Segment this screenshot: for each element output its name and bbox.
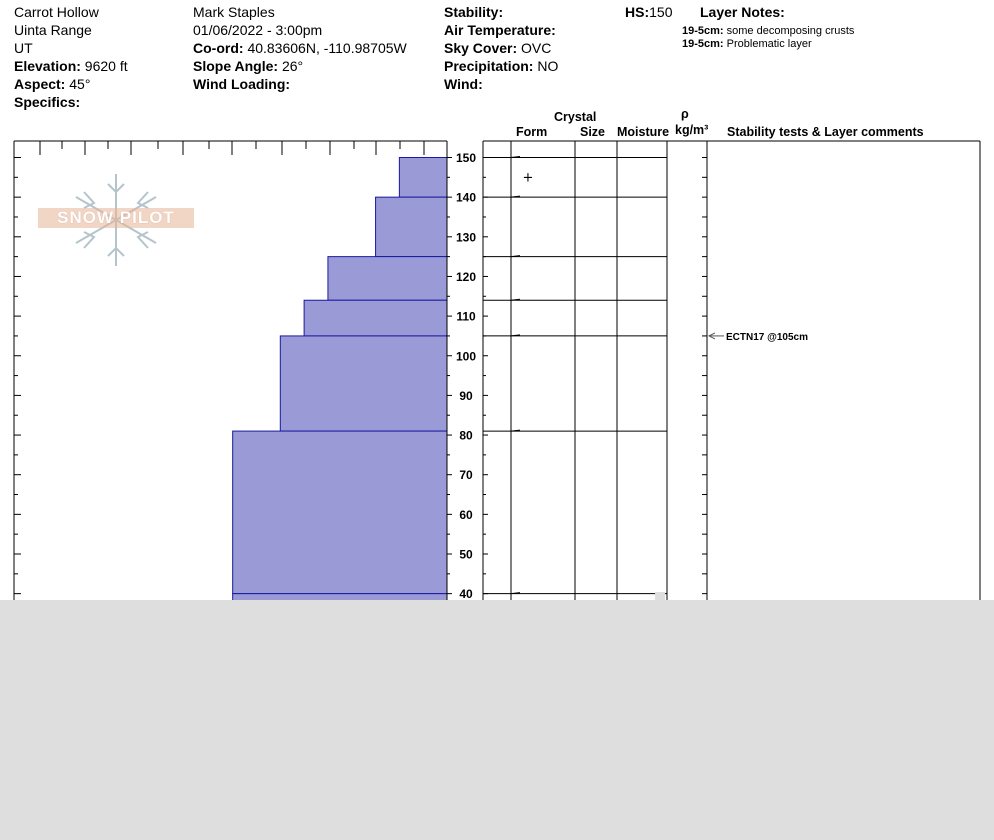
slope-angle: Slope Angle: 26° <box>193 58 304 74</box>
location-name: Carrot Hollow <box>14 4 99 20</box>
depth-tick-label: 110 <box>456 310 476 324</box>
stability-test-label: ECTN17 @105cm <box>726 332 808 343</box>
depth-tick-label: 50 <box>459 548 473 562</box>
depth-tick-label: 150 <box>456 151 476 165</box>
layer-boundary-connector <box>510 156 521 158</box>
depth-tick-label: 100 <box>456 349 476 363</box>
density-unit: kg/m³ <box>675 123 709 137</box>
wind: Wind: <box>444 76 483 92</box>
density-symbol: ρ <box>681 107 689 121</box>
elevation: Elevation: 9620 ft <box>14 58 128 74</box>
layer-boundary-connector <box>510 255 521 258</box>
hardness-profile-chart: 150 140 130 120 110 100 90 80 70 60 50 40 + ECTN17 @1… <box>13 140 981 600</box>
layer-boundary-connector <box>510 334 521 337</box>
depth-tick-label: 60 <box>459 508 473 522</box>
layer-note: 19-5cm: Problematic layer <box>682 38 812 50</box>
depth-tick-label: 80 <box>459 429 473 443</box>
crystal-heading: Crystal <box>554 110 597 124</box>
stability-test-arrowhead <box>707 332 716 340</box>
crystal-form-mark: + <box>523 170 534 185</box>
hardness-bar <box>232 430 448 595</box>
moisture-heading: Moisture <box>617 125 670 139</box>
hardness-bar <box>232 593 448 600</box>
wind-loading: Wind Loading: <box>193 76 291 92</box>
hardness-bar <box>375 196 448 258</box>
size-heading: Size <box>580 125 606 139</box>
snow-height: HS:150 <box>625 4 673 20</box>
layer-boundary-connector <box>510 592 521 595</box>
hardness-bar <box>398 157 448 198</box>
stability-comments-heading: Stability tests & Layer comments <box>727 125 924 139</box>
hardness-bar <box>279 335 448 432</box>
depth-tick-label: 90 <box>459 389 473 403</box>
depth-tick-label: 70 <box>459 468 473 482</box>
snow-profile-sheet: Carrot Hollow Uinta Range UT Elevation: … <box>0 0 994 600</box>
coordinates: Co-ord: 40.83606N, -110.98705W <box>193 40 407 56</box>
precipitation: Precipitation: NO <box>444 58 559 74</box>
layer-boundary-connector <box>510 298 521 301</box>
air-temperature: Air Temperature: <box>444 22 556 38</box>
form-heading: Form <box>516 125 548 139</box>
sky-cover: Sky Cover: OVC <box>444 40 552 56</box>
sheet-gap <box>655 592 665 600</box>
depth-tick-label: 140 <box>456 191 476 205</box>
aspect: Aspect: 45° <box>14 76 91 92</box>
layer-boundary-connector <box>510 195 521 198</box>
depth-tick-label: 120 <box>456 270 476 284</box>
depth-tick-label: 130 <box>456 230 476 244</box>
layer-notes-title: Layer Notes: <box>700 4 785 20</box>
stability: Stability: <box>444 4 504 20</box>
hardness-bar <box>303 299 448 337</box>
snowpilot-logo: SNOW PILOT <box>38 170 194 270</box>
layer-note: 19-5cm: some decomposing crusts <box>682 25 855 37</box>
mountain-range: Uinta Range <box>14 22 92 38</box>
hardness-bar <box>327 256 448 301</box>
observation-datetime: 01/06/2022 - 3:00pm <box>193 22 323 38</box>
layer-boundary-connector <box>510 429 521 432</box>
snowpilot-logo-text: SNOW PILOT <box>38 208 194 228</box>
depth-tick-label: 40 <box>459 587 473 600</box>
specifics: Specifics: <box>14 94 81 110</box>
state: UT <box>14 40 33 56</box>
observer-name: Mark Staples <box>193 4 275 20</box>
